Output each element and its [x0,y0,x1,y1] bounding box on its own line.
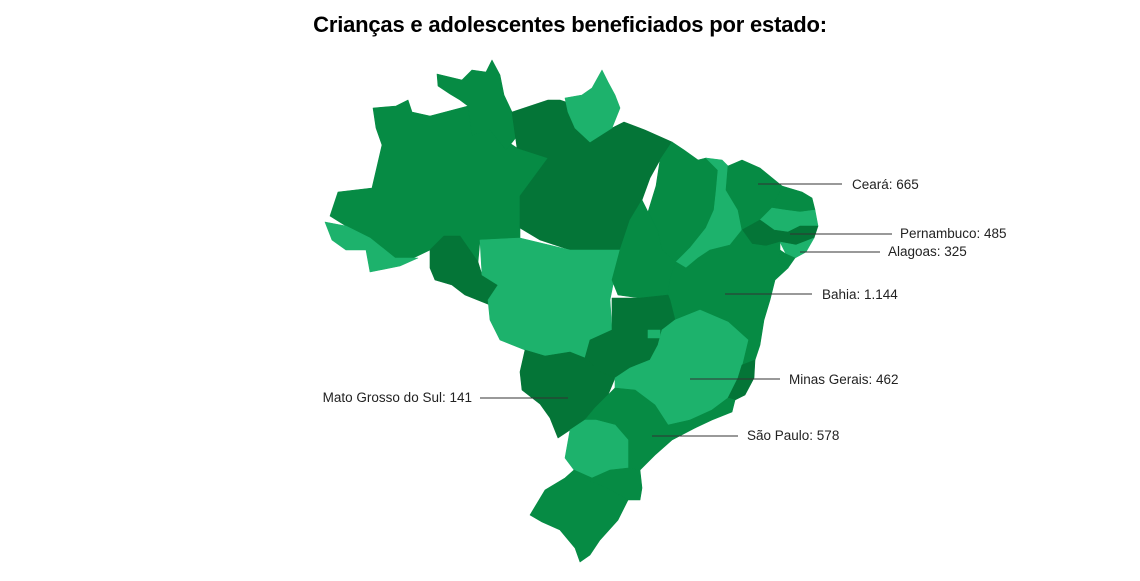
state-amapa [564,69,621,143]
state-rio-grande-do-sul [529,469,629,563]
label-mato-grosso-do-sul: Mato Grosso do Sul: 141 [323,390,472,405]
state-distrito-federal [647,329,661,339]
state-espirito-santo [727,359,756,401]
label-sao-paulo: São Paulo: 578 [747,428,839,443]
label-minas-gerais: Minas Gerais: 462 [789,372,899,387]
state-acre [324,221,419,273]
label-bahia: Bahia: 1.144 [822,287,898,302]
map-title: Crianças e adolescentes beneficiados por… [313,12,827,37]
label-ceara: Ceará: 665 [852,177,919,192]
state-rio-de-janeiro [689,397,736,429]
label-pernambuco: Pernambuco: 485 [900,226,1007,241]
label-alagoas: Alagoas: 325 [888,244,967,259]
